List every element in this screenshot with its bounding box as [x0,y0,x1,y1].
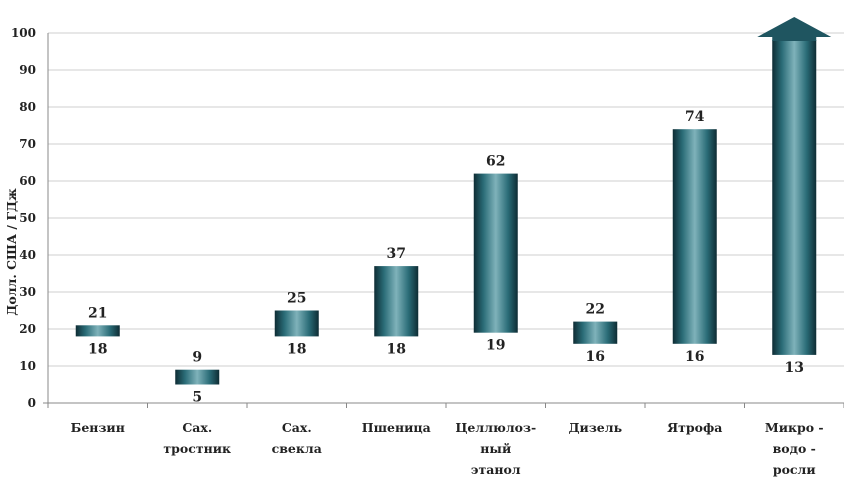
range-bar [573,321,618,344]
high-value-label: 62 [486,154,505,170]
high-value-label: 37 [387,246,406,262]
high-value-label: 74 [685,109,705,125]
low-value-label: 18 [287,341,306,357]
labels: 0 10 20 30 40 50 60 70 80 90 100 21 18 Бензин 9 5 Сах. тр… [11,26,824,477]
y-tick-label: 0 [28,396,36,410]
x-category-label: Дизель [568,420,622,435]
range-bar [274,310,319,337]
y-tick-label: 80 [19,100,36,114]
y-tick-label: 90 [19,63,36,77]
range-bar [374,266,419,337]
low-value-label: 5 [192,390,202,406]
low-value-label: 18 [387,341,406,357]
range-bar [473,173,518,333]
x-category-label: Бензин [71,420,125,435]
x-category-label: Целлюлоз-ный этанол [455,420,536,477]
low-value-label: 13 [785,360,804,376]
low-value-label: 18 [88,341,107,357]
low-value-label: 16 [586,349,605,365]
range-bar [672,129,717,344]
overflow-arrow [757,17,832,41]
y-tick-label: 40 [19,248,36,262]
bars [75,17,832,385]
y-tick-label: 10 [19,359,36,373]
range-bar [175,369,220,385]
high-value-label: 25 [287,291,306,307]
low-value-label: 19 [486,338,505,354]
high-value-label: 21 [88,305,107,321]
high-value-label: 9 [192,350,202,366]
axes [43,33,844,408]
y-tick-label: 100 [11,26,36,40]
x-category-label: Сах. тростник [163,420,231,456]
x-category-label: Сах. свекла [272,420,322,456]
y-tick-label: 60 [19,174,36,188]
low-value-label: 16 [685,349,704,365]
y-axis-label: Долл. США / ГДж [4,188,19,316]
y-tick-label: 20 [19,322,36,336]
y-tick-label: 30 [19,285,36,299]
high-value-label: 22 [586,302,605,318]
y-tick-label: 50 [19,211,36,225]
x-category-label: Ятрофа [667,420,722,435]
range-bar [772,40,817,355]
y-tick-label: 70 [19,137,36,151]
x-category-label: Микро -водо -росли [765,420,824,477]
x-category-label: Пшеница [362,420,431,435]
gridlines [48,32,844,367]
range-bar [75,325,120,337]
